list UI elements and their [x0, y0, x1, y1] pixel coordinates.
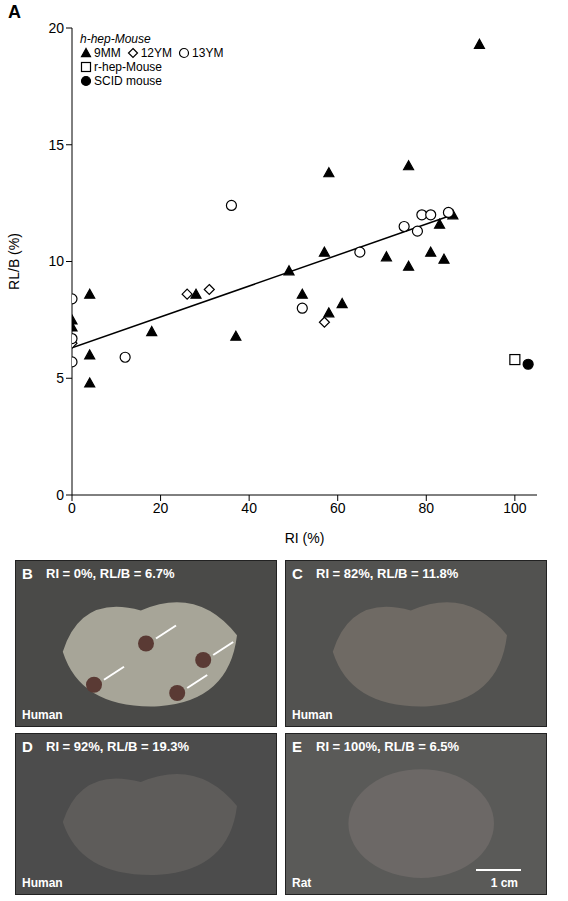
html-text:h-hep-Mouse: h-hep-Mouse	[80, 32, 151, 46]
html-text:RI = 82%, RL/B = 11.8%: RI = 82%, RL/B = 11.8%	[316, 566, 459, 581]
html-text:SCID mouse: SCID mouse	[94, 74, 162, 88]
svg-text:RI (%): RI (%)	[285, 530, 325, 546]
svg-text:5: 5	[56, 370, 64, 386]
svg-text:100: 100	[503, 500, 527, 516]
html-text:Human: Human	[22, 708, 63, 722]
html-text:r-hep-Mouse: r-hep-Mouse	[94, 60, 162, 74]
html-text:Human: Human	[22, 876, 63, 890]
html-text:RI = 92%, RL/B = 19.3%: RI = 92%, RL/B = 19.3%	[46, 739, 190, 754]
html-text:RI = 0%, RL/B = 6.7%: RI = 0%, RL/B = 6.7%	[46, 566, 175, 581]
svg-text:0: 0	[56, 487, 64, 503]
html-text:Rat: Rat	[292, 876, 312, 890]
html-text:A: A	[8, 2, 21, 22]
html-text:D: D	[22, 738, 33, 755]
html-text:12YM: 12YM	[140, 46, 172, 60]
html-text:B: B	[22, 565, 33, 582]
html-text:RI = 100%, RL/B = 6.5%: RI = 100%, RL/B = 6.5%	[316, 739, 460, 754]
svg-text:80: 80	[418, 500, 434, 516]
html-text:9MM: 9MM	[94, 46, 121, 60]
html-text:C: C	[292, 565, 303, 582]
svg-text:20: 20	[48, 20, 64, 36]
html-text:13YM: 13YM	[192, 46, 224, 60]
html-text:1 cm: 1 cm	[490, 876, 518, 890]
svg-text:20: 20	[153, 500, 169, 516]
svg-text:60: 60	[330, 500, 346, 516]
svg-text:RL/B (%): RL/B (%)	[6, 233, 22, 290]
html-text:E: E	[292, 738, 302, 755]
svg-text:10: 10	[48, 253, 64, 269]
svg-text:15: 15	[48, 137, 64, 153]
html-text:Human: Human	[292, 708, 333, 722]
svg-text:0: 0	[68, 500, 76, 516]
svg-text:40: 40	[241, 500, 257, 516]
